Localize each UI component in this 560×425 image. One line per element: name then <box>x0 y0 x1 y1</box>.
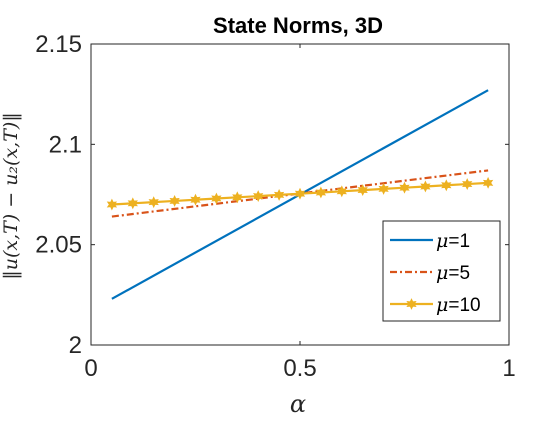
y-tick-label: 2 <box>69 332 82 359</box>
legend-value-text: =5 <box>448 263 470 284</box>
data-point <box>190 193 201 206</box>
data-point <box>462 178 473 191</box>
data-point <box>148 196 159 209</box>
data-point <box>294 187 306 200</box>
data-point <box>211 192 222 205</box>
data-point <box>273 188 285 201</box>
data-point <box>399 181 410 194</box>
legend-label-3: μ=10 <box>436 294 481 316</box>
x-tick-label: 0 <box>84 355 97 382</box>
axis-ticks: 0 0.5 1 2 2.05 2.1 2.15 <box>35 31 515 382</box>
data-point <box>127 197 138 210</box>
series-group-2 <box>111 169 489 218</box>
y-tick-label: 2.05 <box>35 232 82 259</box>
data-point <box>232 191 243 204</box>
series-group-3 <box>106 176 494 211</box>
data-point <box>315 186 327 199</box>
plot-content <box>106 89 494 300</box>
data-point <box>336 185 347 198</box>
data-point <box>106 198 118 211</box>
legend-mu-symbol: μ <box>436 262 448 284</box>
legend-value-text: =1 <box>448 231 470 252</box>
x-axis-label: α <box>290 390 306 418</box>
legend: μ=1μ=5μ=10 <box>382 220 501 322</box>
data-point <box>441 179 452 192</box>
data-point <box>169 194 180 207</box>
y-tick-label: 2.1 <box>49 131 82 158</box>
y-tick-label: 2.15 <box>35 31 82 58</box>
data-point <box>482 176 494 189</box>
x-tick-label: 1 <box>502 355 515 382</box>
legend-mu-symbol: μ <box>436 294 448 316</box>
legend-label-1: μ=1 <box>436 230 470 252</box>
data-point <box>253 190 264 203</box>
legend-mu-symbol: μ <box>436 230 448 252</box>
chart-title: State Norms, 3D <box>213 13 383 38</box>
data-point <box>378 182 389 195</box>
legend-label-2: μ=5 <box>436 262 470 284</box>
data-point <box>420 180 431 193</box>
series-line-2 <box>111 169 489 218</box>
x-tick-label: 0.5 <box>283 355 316 382</box>
legend-marker <box>406 298 417 310</box>
data-point <box>357 184 368 197</box>
legend-value-text: =10 <box>448 295 480 316</box>
y-axis-label: ‖u(x,T) − u₂(x,T)‖ <box>0 112 22 280</box>
